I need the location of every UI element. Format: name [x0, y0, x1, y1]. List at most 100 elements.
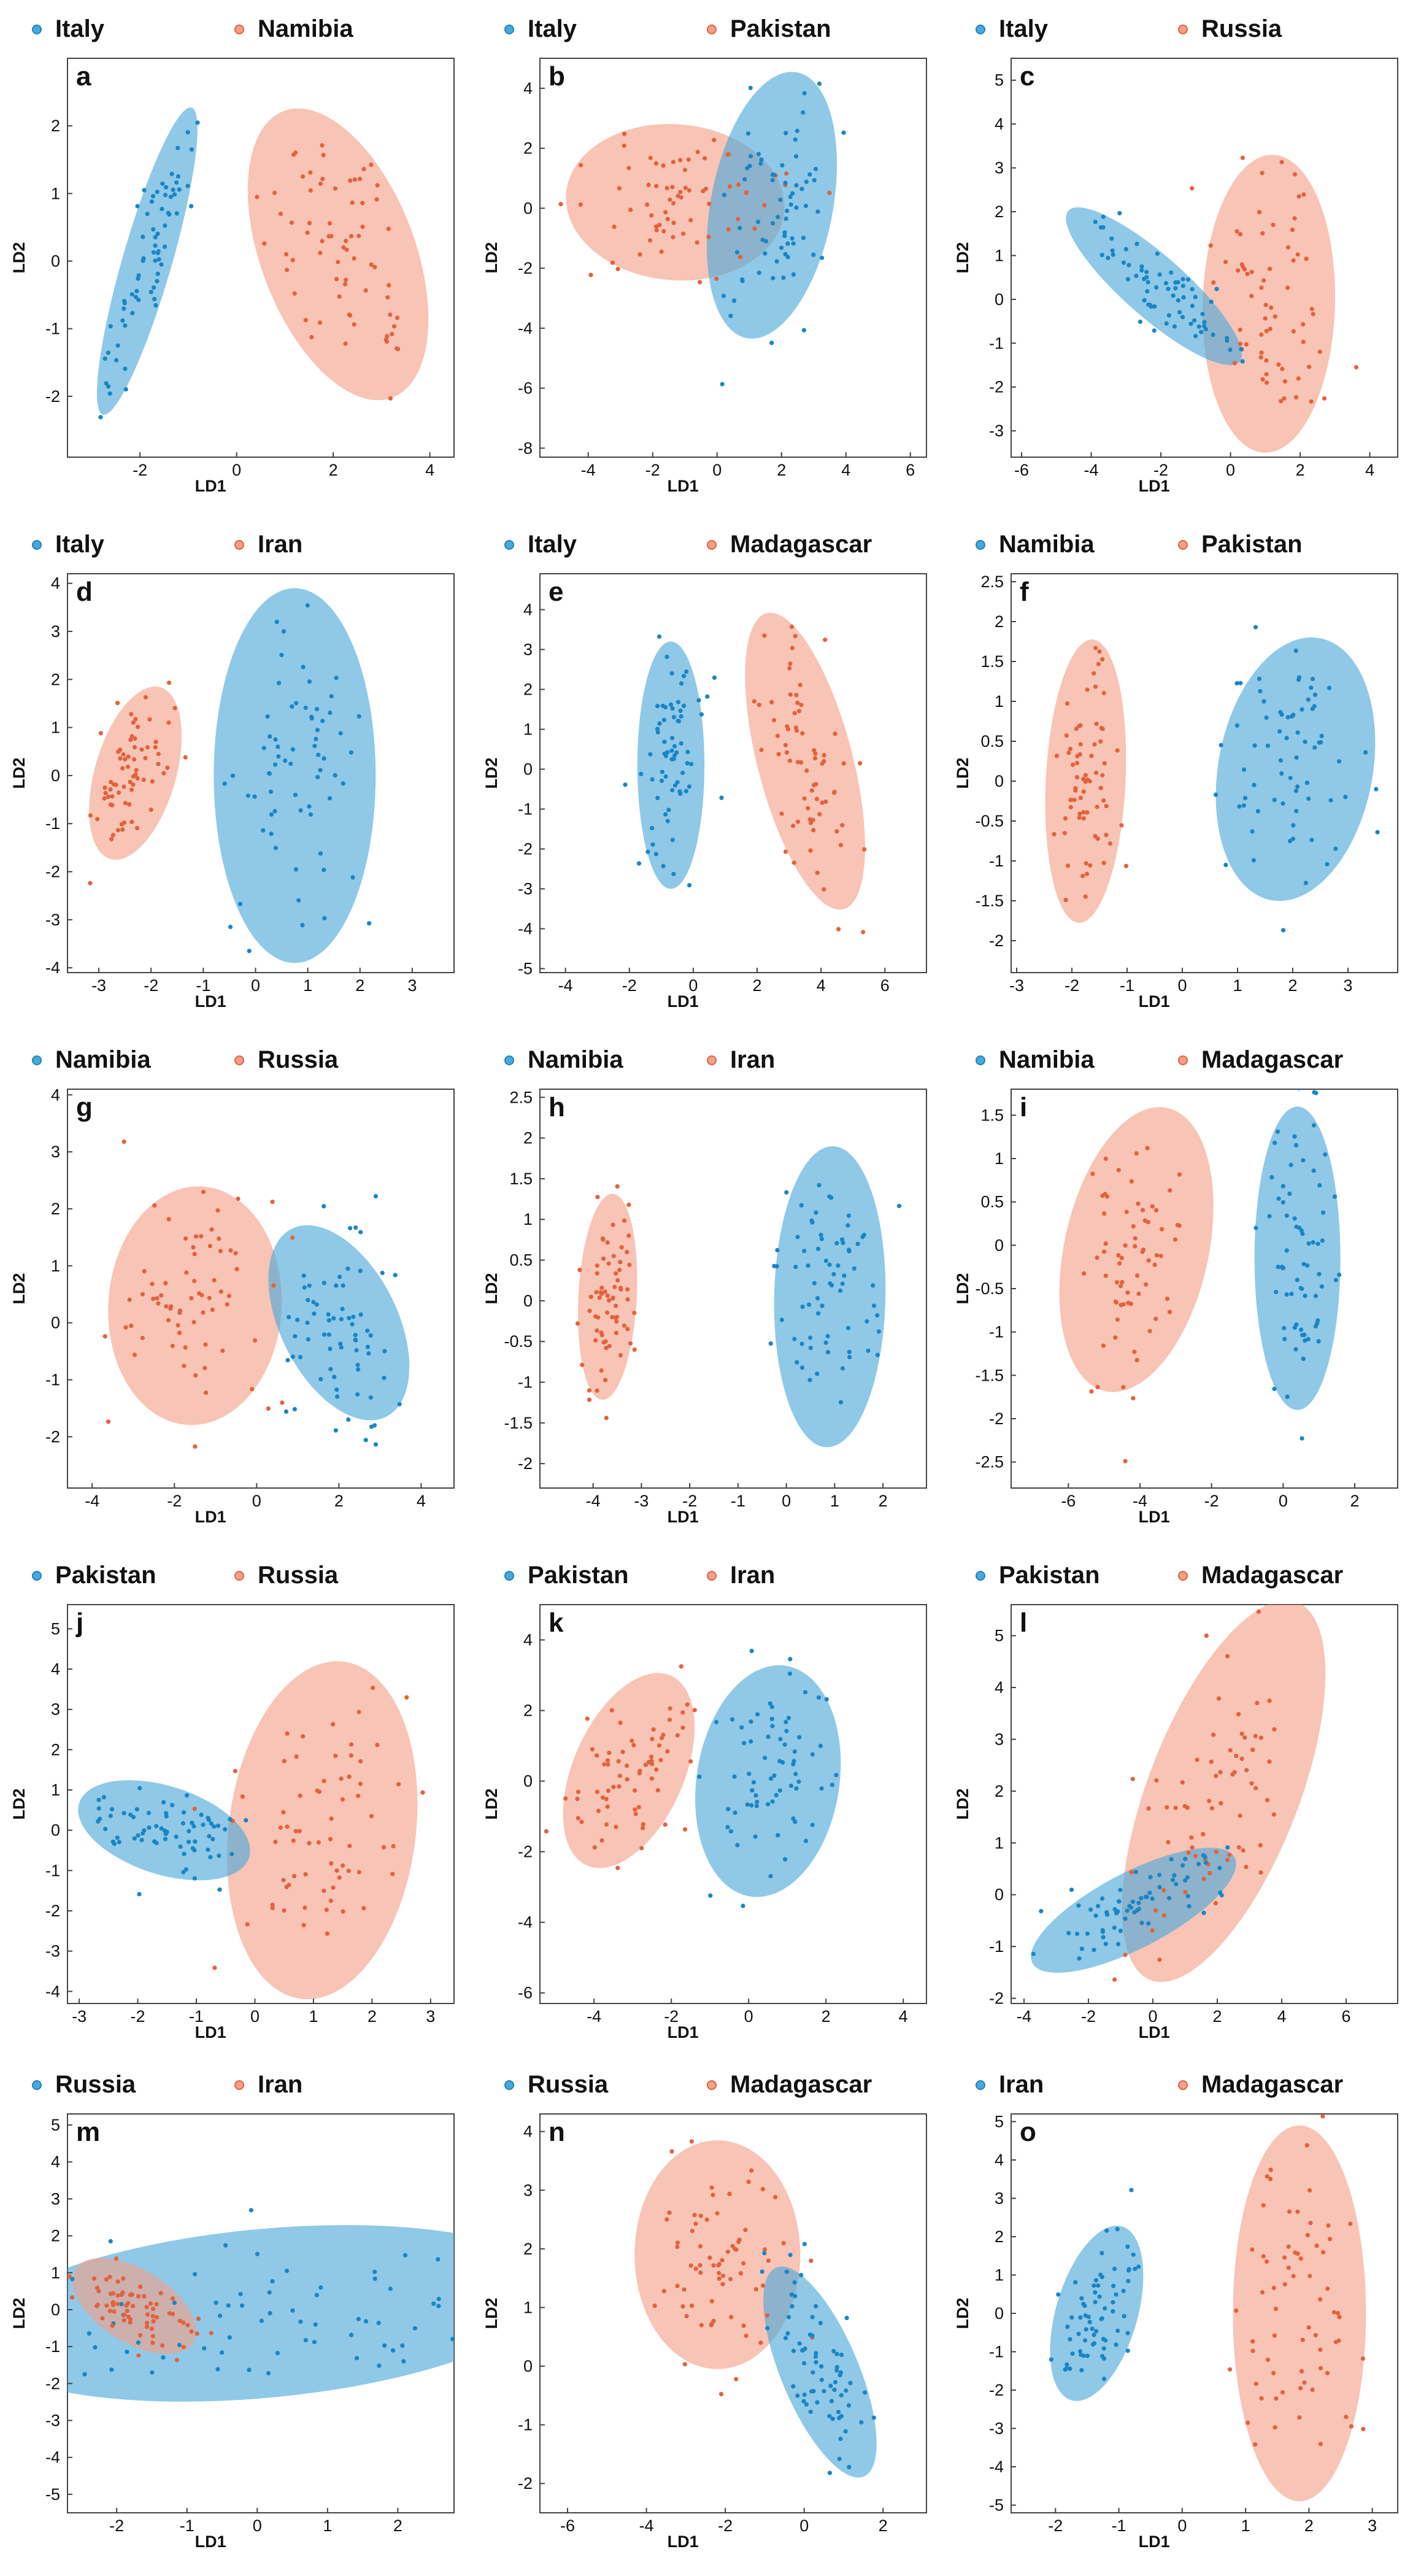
y-tick-label: 0 [523, 1292, 533, 1310]
data-point [141, 234, 145, 239]
data-point [791, 1816, 796, 1821]
x-tick-label: 1 [830, 1492, 839, 1510]
data-point [819, 1786, 824, 1791]
data-point [1054, 754, 1060, 758]
data-point [155, 271, 160, 276]
data-point [687, 784, 692, 789]
data-point [682, 168, 688, 172]
data-point [1303, 881, 1309, 885]
data-point [96, 2289, 101, 2294]
data-point [1234, 229, 1239, 234]
data-point [142, 188, 147, 193]
data-point [1186, 1850, 1191, 1855]
data-point [733, 2246, 737, 2251]
plot-frame [67, 1089, 455, 1489]
data-point [290, 258, 295, 263]
data-point [834, 1773, 839, 1778]
data-point [133, 717, 138, 722]
data-point [660, 703, 665, 708]
data-point [733, 1810, 737, 1815]
data-point [819, 2364, 824, 2369]
x-tick-label: 2 [753, 976, 762, 995]
data-point [668, 702, 674, 708]
data-point [123, 757, 128, 762]
data-point [1319, 733, 1324, 739]
y-tick-label: -3 [989, 2420, 1004, 2438]
data-point [717, 2270, 722, 2275]
data-point [818, 1743, 823, 1748]
x-tick-label: 0 [799, 2516, 809, 2535]
data-point [305, 230, 310, 235]
data-point [1063, 897, 1068, 903]
data-point [1152, 304, 1157, 309]
plot-area [1031, 1605, 1326, 1982]
data-point [1299, 1286, 1304, 1291]
data-point [1131, 1396, 1136, 1401]
y-tick-label: 0.5 [980, 732, 1004, 750]
data-point [628, 207, 633, 212]
data-point [1375, 830, 1380, 835]
y-tick-label: -1.5 [504, 1414, 533, 1432]
data-point [618, 1353, 623, 1358]
data-point [615, 266, 620, 272]
data-point [270, 1905, 275, 1911]
data-point [135, 776, 140, 781]
data-point [1301, 322, 1306, 327]
data-point [1258, 1843, 1263, 1848]
data-point [1239, 347, 1244, 352]
data-point [1092, 742, 1097, 747]
data-point [96, 1806, 101, 1811]
data-point [293, 792, 298, 798]
plot-area [78, 1597, 425, 2000]
data-point [786, 1716, 791, 1721]
data-point [1085, 687, 1090, 692]
data-point [1166, 1840, 1171, 1845]
data-point [605, 1310, 610, 1315]
data-point [1063, 2367, 1068, 2372]
data-point [1173, 286, 1178, 291]
data-point [136, 2353, 141, 2358]
data-point [1185, 1894, 1190, 1899]
data-point [88, 813, 93, 818]
data-point [1318, 2442, 1323, 2447]
data-point [145, 745, 150, 750]
data-point [1214, 1849, 1219, 1854]
data-point [436, 2296, 441, 2302]
x-tick-label: 2 [1212, 2007, 1222, 2026]
data-point [247, 949, 252, 954]
data-point [839, 2413, 844, 2419]
data-point [1336, 759, 1342, 764]
data-point [793, 1772, 798, 1776]
data-point [815, 1371, 820, 1376]
data-point [785, 209, 790, 214]
data-point [669, 757, 674, 762]
data-point [273, 1840, 278, 1845]
data-point [132, 1836, 137, 1841]
data-point [607, 1343, 612, 1349]
data-point [326, 1318, 331, 1323]
data-point [1252, 743, 1257, 748]
data-point [811, 828, 816, 833]
data-point [156, 762, 161, 766]
legend-marker [976, 540, 985, 550]
data-point [159, 262, 164, 267]
data-point [301, 1273, 306, 1278]
data-point [810, 2315, 815, 2320]
data-point [1265, 1797, 1270, 1803]
plot-area [544, 1648, 841, 1908]
data-point [109, 779, 114, 785]
data-point [374, 197, 379, 202]
data-point [1104, 804, 1109, 809]
data-point [356, 1710, 361, 1714]
data-point [109, 1807, 115, 1812]
data-point [1114, 2292, 1118, 2297]
data-point [255, 1597, 259, 1602]
legend-marker [976, 1571, 985, 1581]
data-point [234, 1267, 239, 1271]
data-point [163, 223, 167, 228]
data-point [827, 1194, 832, 1199]
data-point [1284, 1248, 1289, 1253]
data-point [303, 318, 308, 323]
data-point [703, 156, 707, 161]
data-point [268, 2311, 272, 2316]
